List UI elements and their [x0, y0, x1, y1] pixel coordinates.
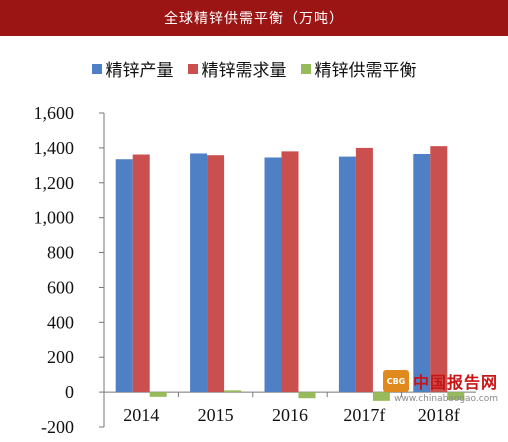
- watermark-url: www.chinabaogao.com: [394, 394, 498, 404]
- legend-swatch-demand: [187, 63, 198, 74]
- x-tick-label: 2015: [198, 405, 234, 425]
- y-tick-label: -200: [41, 417, 74, 437]
- bar-balance: [149, 392, 167, 397]
- x-tick-label: 2014: [123, 405, 159, 425]
- watermark-name: 中国报告网: [412, 373, 498, 392]
- bar-demand: [430, 146, 448, 393]
- legend-swatch-production: [91, 63, 102, 74]
- bar-demand: [132, 154, 150, 393]
- bar-demand: [355, 147, 373, 393]
- y-tick-label: 1,600: [34, 103, 75, 123]
- bar-production: [264, 157, 282, 393]
- chart-title: 全球精锌供需平衡（万吨）: [0, 0, 508, 36]
- legend-swatch-balance: [300, 63, 311, 74]
- legend-item-balance: 精锌供需平衡: [300, 56, 417, 81]
- bar-demand: [207, 155, 225, 393]
- bar-balance: [372, 392, 390, 401]
- bar-balance: [447, 392, 465, 400]
- y-tick-label: 400: [47, 312, 74, 332]
- bar-production: [190, 153, 208, 393]
- legend-item-demand: 精锌需求量: [187, 56, 287, 81]
- bar-production: [338, 156, 356, 393]
- legend-label-production: 精锌产量: [105, 61, 174, 81]
- legend-label-demand: 精锌需求量: [201, 61, 287, 81]
- bar-demand: [281, 151, 299, 393]
- bar-production: [413, 153, 431, 393]
- y-tick-label: 0: [65, 382, 74, 402]
- bar-balance: [224, 390, 242, 393]
- y-tick-label: 600: [47, 277, 74, 297]
- x-tick-label: 2016: [272, 405, 308, 425]
- bar-production: [115, 159, 133, 393]
- watermark-logo-icon: CBG: [382, 370, 409, 392]
- x-tick-label: 2018f: [418, 405, 460, 425]
- y-tick-label: 1,000: [34, 208, 75, 228]
- y-tick-label: 1,200: [34, 173, 75, 193]
- bar-balance: [298, 392, 316, 399]
- legend-label-balance: 精锌供需平衡: [314, 61, 417, 81]
- x-tick-label: 2017f: [343, 405, 385, 425]
- watermark: CBG 中国报告网 www.chinabaogao.com: [382, 369, 498, 404]
- legend-item-production: 精锌产量: [91, 56, 174, 81]
- chart-legend: 精锌产量 精锌需求量 精锌供需平衡: [0, 56, 508, 81]
- y-tick-label: 1,400: [34, 138, 75, 158]
- y-tick-label: 200: [47, 347, 74, 367]
- y-tick-label: 800: [47, 243, 74, 263]
